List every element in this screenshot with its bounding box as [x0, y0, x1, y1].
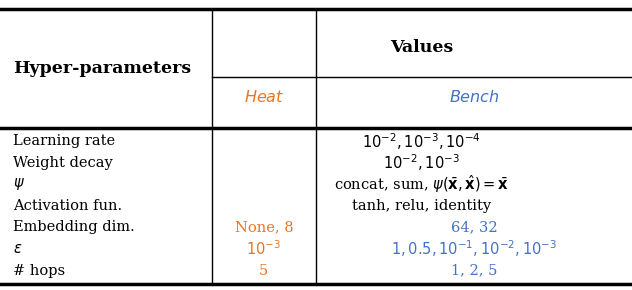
- Text: $1, 0.5, 10^{-1}, 10^{-2}, 10^{-3}$: $1, 0.5, 10^{-1}, 10^{-2}, 10^{-3}$: [391, 239, 557, 259]
- Text: None, 8: None, 8: [234, 220, 293, 234]
- Text: concat, sum, $\psi(\bar{\mathbf{x}}, \hat{\mathbf{x}}) = \bar{\mathbf{x}}$: concat, sum, $\psi(\bar{\mathbf{x}}, \ha…: [334, 173, 509, 195]
- Text: 64, 32: 64, 32: [451, 220, 497, 234]
- Text: Values: Values: [390, 39, 454, 56]
- Text: $\it{Bench}$: $\it{Bench}$: [449, 89, 499, 106]
- Text: Activation fun.: Activation fun.: [13, 199, 122, 213]
- Text: $10^{-3}$: $10^{-3}$: [246, 240, 281, 258]
- Text: tanh, relu, identity: tanh, relu, identity: [352, 199, 492, 213]
- Text: Weight decay: Weight decay: [13, 156, 112, 170]
- Text: Embedding dim.: Embedding dim.: [13, 220, 135, 234]
- Text: # hops: # hops: [13, 264, 64, 278]
- Text: Learning rate: Learning rate: [13, 134, 115, 148]
- Text: $\it{Heat}$: $\it{Heat}$: [244, 89, 284, 106]
- Text: $10^{-2}, 10^{-3}$: $10^{-2}, 10^{-3}$: [384, 153, 460, 173]
- Text: Hyper-parameters: Hyper-parameters: [13, 60, 191, 77]
- Text: $10^{-2}, 10^{-3}, 10^{-4}$: $10^{-2}, 10^{-3}, 10^{-4}$: [362, 131, 482, 152]
- Text: 5: 5: [259, 264, 269, 278]
- Text: $\psi$: $\psi$: [13, 176, 25, 192]
- Text: 1, 2, 5: 1, 2, 5: [451, 264, 497, 278]
- Text: $\epsilon$: $\epsilon$: [13, 242, 22, 256]
